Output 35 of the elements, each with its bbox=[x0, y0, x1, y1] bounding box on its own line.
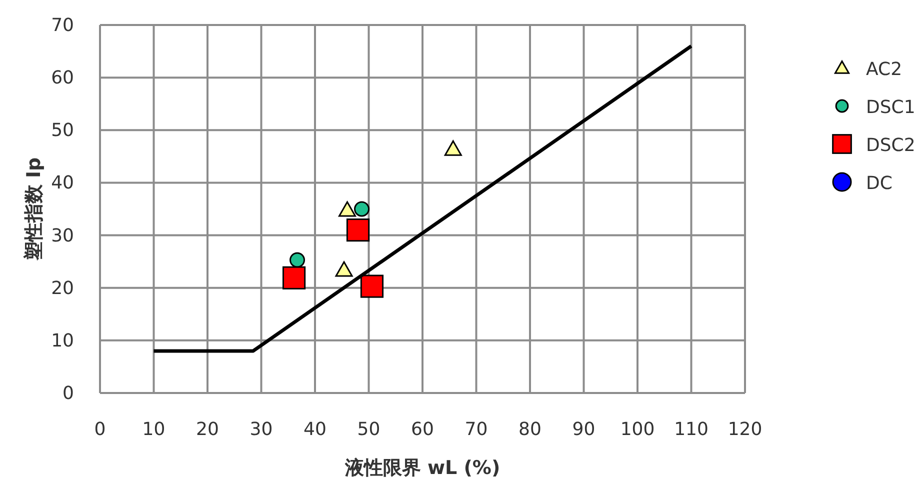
y-tick-label: 0 bbox=[62, 383, 74, 404]
y-tick-label: 60 bbox=[51, 68, 74, 89]
x-axis-title: 液性限界 wL (%) bbox=[344, 457, 500, 479]
point bbox=[338, 201, 356, 217]
x-tick-label: 90 bbox=[572, 419, 596, 440]
y-tick-label: 40 bbox=[51, 172, 74, 194]
point bbox=[444, 140, 462, 156]
point bbox=[354, 201, 370, 217]
x-tick-label: 10 bbox=[142, 419, 166, 440]
x-tick-label: 110 bbox=[674, 419, 708, 440]
legend-label: AC2 bbox=[866, 59, 902, 80]
x-tick-label: 70 bbox=[464, 419, 488, 440]
x-tick-label: 40 bbox=[304, 419, 326, 440]
x-tick-label: 120 bbox=[728, 419, 762, 440]
point bbox=[290, 252, 306, 268]
legend-label: DSC1 bbox=[866, 97, 916, 118]
x-tick-label: 100 bbox=[620, 419, 655, 440]
x-tick-label: 0 bbox=[94, 419, 106, 440]
point bbox=[335, 261, 353, 277]
point bbox=[360, 274, 384, 298]
y-tick-label: 70 bbox=[51, 15, 74, 36]
y-tick-label: 50 bbox=[51, 120, 74, 142]
point bbox=[282, 266, 306, 290]
x-tick-label: 20 bbox=[196, 419, 219, 440]
x-tick-label: 30 bbox=[250, 419, 273, 440]
legend-label: DSC2 bbox=[866, 135, 916, 156]
point bbox=[346, 218, 370, 242]
x-tick-label: 80 bbox=[518, 419, 542, 440]
y-tick-label: 30 bbox=[51, 225, 74, 246]
legend-label: DC bbox=[866, 173, 892, 194]
y-tick-label: 10 bbox=[51, 330, 74, 352]
x-tick-label: 50 bbox=[357, 419, 380, 440]
y-tick-label: 20 bbox=[51, 278, 74, 299]
y-axis-title: 塑性指数 Ip bbox=[23, 157, 45, 262]
x-tick-label: 60 bbox=[411, 419, 434, 440]
